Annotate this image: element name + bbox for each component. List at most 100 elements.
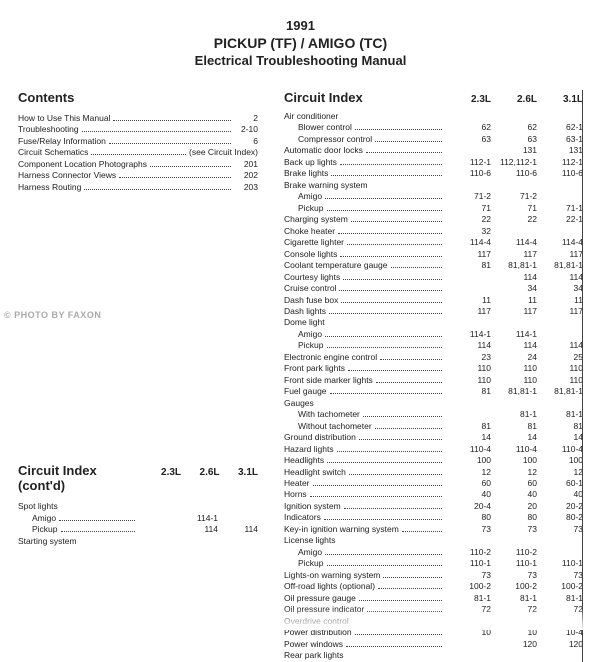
header-subtitle: Electrical Troubleshooting Manual	[18, 53, 583, 68]
ci-value: 80	[491, 512, 537, 523]
ci-row: Cigarette lighter114-4114-4114-4	[284, 237, 583, 248]
circuit-index-header: Circuit Index 2.3L 2.6L 3.1L	[284, 90, 583, 105]
ci-label: Cruise control	[284, 283, 336, 294]
ci-value: 110-1	[491, 558, 537, 569]
ci-value: 114-4	[445, 237, 491, 248]
ci-label: Power windows	[284, 639, 343, 650]
toc-row: Troubleshooting 2-10	[18, 124, 258, 135]
ci-value: 100-2	[445, 581, 491, 592]
ci-value: 131	[537, 145, 583, 156]
ci-row: Lights-on warning system737373	[284, 570, 583, 581]
ci-row: Console lights117117117	[284, 249, 583, 260]
toc-label: Troubleshooting	[18, 124, 79, 135]
header-year: 1991	[18, 18, 583, 33]
ci-value: 117	[445, 249, 491, 260]
ci-value: 114	[537, 272, 583, 283]
ci-row: Brake lights110-6110-6110-6	[284, 168, 583, 179]
ci-row: Front side marker lights110110110	[284, 375, 583, 386]
ci-row: Without tachometer818181	[284, 421, 583, 432]
ci-label: Starting system	[18, 536, 77, 547]
ci-label: Electronic engine control	[284, 352, 377, 363]
left-column: Contents How to Use This Manual2Troubles…	[18, 90, 258, 662]
ci-value: 32	[445, 226, 491, 237]
ci-label: License lights	[284, 535, 336, 546]
ci-value: 110-6	[491, 168, 537, 179]
ci-label: Pickup	[284, 558, 324, 569]
ci-value: 81,81-1	[537, 386, 583, 397]
ci-row: Gauges	[284, 398, 583, 409]
ci-row: Hazard lights110-4110-4110-4	[284, 444, 583, 455]
toc-page: 2-10	[234, 124, 258, 135]
ci-value: 11	[445, 295, 491, 306]
ci-value: 110-4	[537, 444, 583, 455]
ci-row: With tachometer81-181-1	[284, 409, 583, 420]
ci-value: 60	[491, 478, 537, 489]
ci-value: 71-2	[445, 191, 491, 202]
ci-value: 73	[491, 570, 537, 581]
ci-row: Front park lights110110110	[284, 363, 583, 374]
ci-label: Key-in ignition warning system	[284, 524, 399, 535]
toc-page: 201	[234, 159, 258, 170]
ci-value: 100	[445, 455, 491, 466]
ci-label: Amigo	[284, 191, 322, 202]
ci-value: 81	[491, 421, 537, 432]
ci-value: 114-4	[491, 237, 537, 248]
ci-right-title: Circuit Index	[284, 90, 363, 105]
ci-value: 71-2	[491, 191, 537, 202]
ci-left-title: Circuit Index (cont'd)	[18, 463, 143, 493]
ci-row: Pickup717171-1	[284, 203, 583, 214]
ci-value: 80-2	[537, 512, 583, 523]
ci-value: 73	[537, 524, 583, 535]
ci-left-col-0: 2.3L	[143, 467, 181, 478]
ci-value: 114	[445, 340, 491, 351]
ci-label: Back up lights	[284, 157, 337, 168]
ci-value: 81,81-1	[491, 386, 537, 397]
ci-label: Off-road lights (optional)	[284, 581, 375, 592]
toc-row: Harness Routing203	[18, 182, 258, 193]
ci-value: 62	[491, 122, 537, 133]
ci-value: 110	[491, 363, 537, 374]
ci-value: 114	[491, 340, 537, 351]
ci-row: Cruise control3434	[284, 283, 583, 294]
ci-label: Cigarette lighter	[284, 237, 344, 248]
ci-value: 40	[537, 489, 583, 500]
ci-row: Pickup110-1110-1110-1	[284, 558, 583, 569]
ci-value: 120	[491, 639, 537, 650]
ci-value: 81	[445, 386, 491, 397]
ci-value: 62-1	[537, 122, 583, 133]
ci-value: 110-2	[491, 547, 537, 558]
ci-value: 73	[491, 524, 537, 535]
ci-value: 112-1	[445, 157, 491, 168]
ci-row: Dash lights117117117	[284, 306, 583, 317]
ci-value: 100-2	[491, 581, 537, 592]
header-model: PICKUP (TF) / AMIGO (TC)	[18, 35, 583, 51]
ci-label: Amigo	[18, 513, 56, 524]
ci-row: Dash fuse box111111	[284, 295, 583, 306]
ci-value: 110	[491, 375, 537, 386]
ci-label: Air conditioner	[284, 111, 338, 122]
ci-row: Rear park lights	[284, 650, 583, 661]
ci-value: 81,81-1	[491, 260, 537, 271]
ci-right-col-1: 2.6L	[491, 94, 537, 105]
ci-value: 81	[537, 421, 583, 432]
ci-value: 110-4	[445, 444, 491, 455]
ci-value: 81	[445, 421, 491, 432]
ci-value: 110-1	[537, 558, 583, 569]
ci-row: Coolant temperature gauge8181,81-181,81-…	[284, 260, 583, 271]
toc-page: (see Circuit Index)	[189, 147, 258, 158]
contents-list: How to Use This Manual2Troubleshooting2-…	[18, 113, 258, 193]
ci-value: 117	[537, 249, 583, 260]
ci-row: Air conditioner	[284, 111, 583, 122]
ci-row: Horns404040	[284, 489, 583, 500]
ci-value: 117	[491, 306, 537, 317]
right-column: Circuit Index 2.3L 2.6L 3.1L Air conditi…	[284, 90, 583, 662]
contents-title: Contents	[18, 90, 258, 105]
ci-value: 73	[445, 570, 491, 581]
ci-value: 100	[491, 455, 537, 466]
ci-value: 34	[537, 283, 583, 294]
ci-label: Automatic door locks	[284, 145, 363, 156]
ci-row: Oil pressure gauge81-181-181-1	[284, 593, 583, 604]
ci-right-col-0: 2.3L	[445, 94, 491, 105]
ci-label: Choke heater	[284, 226, 335, 237]
ci-label: With tachometer	[284, 409, 360, 420]
